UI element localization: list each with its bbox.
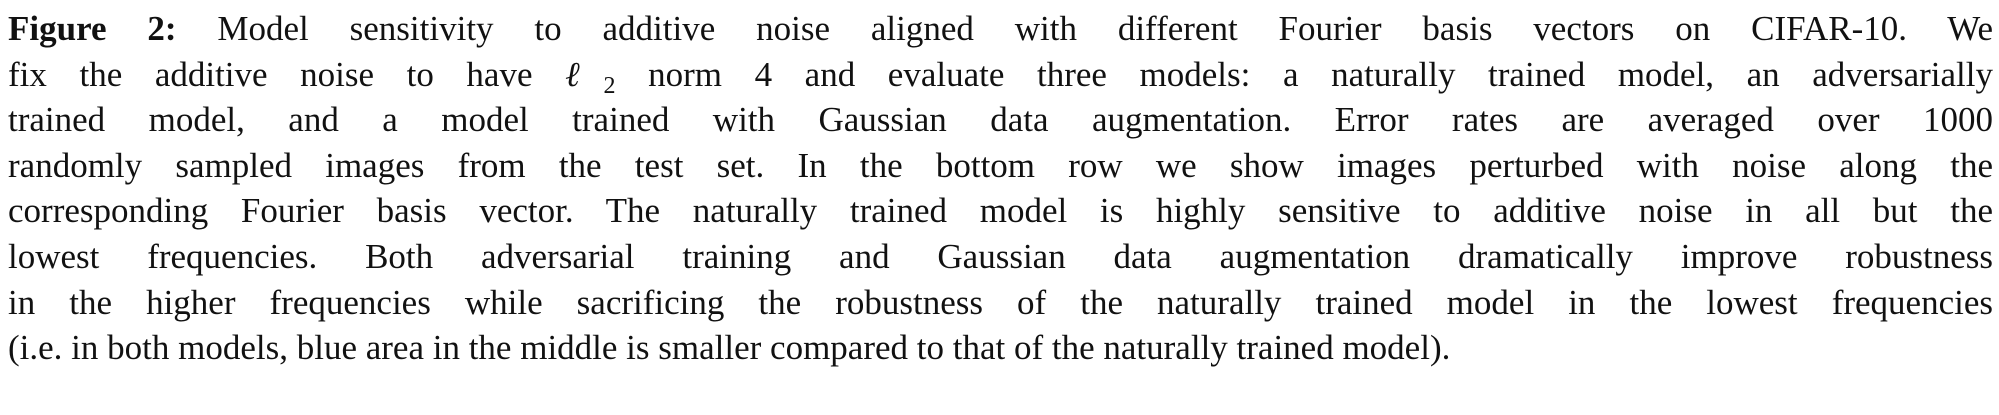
caption-line-2-post: norm 4 and evaluate three models: a natu… [648,54,1994,94]
l2-norm-symbol: ℓ [565,54,604,94]
caption-line-6: lowest frequencies. Both adversarial tra… [8,236,1993,276]
figure-label: Figure 2: [8,9,177,48]
caption-line-2: fix the additive noise to have ℓ2 norm 4… [8,52,1993,98]
figure-caption: Figure 2: Model sensitivity to additive … [8,6,1993,371]
caption-line-8: (i.e. in both models, blue area in the m… [8,328,1451,368]
caption-line-5: corresponding Fourier basis vector. The … [8,191,1993,231]
caption-line-7: in the higher frequencies while sacrific… [8,282,1993,322]
caption-line-3: trained model, and a model trained with … [8,100,1993,140]
l2-norm-subscript: 2 [603,72,616,99]
caption-line-2-pre: fix the additive noise to have [8,54,533,94]
caption-line-1: Figure 2: Model sensitivity to additive … [8,6,1993,52]
caption-line-1-text: Model sensitivity to additive noise alig… [217,9,1993,48]
caption-line-4: randomly sampled images from the test se… [8,145,1993,185]
